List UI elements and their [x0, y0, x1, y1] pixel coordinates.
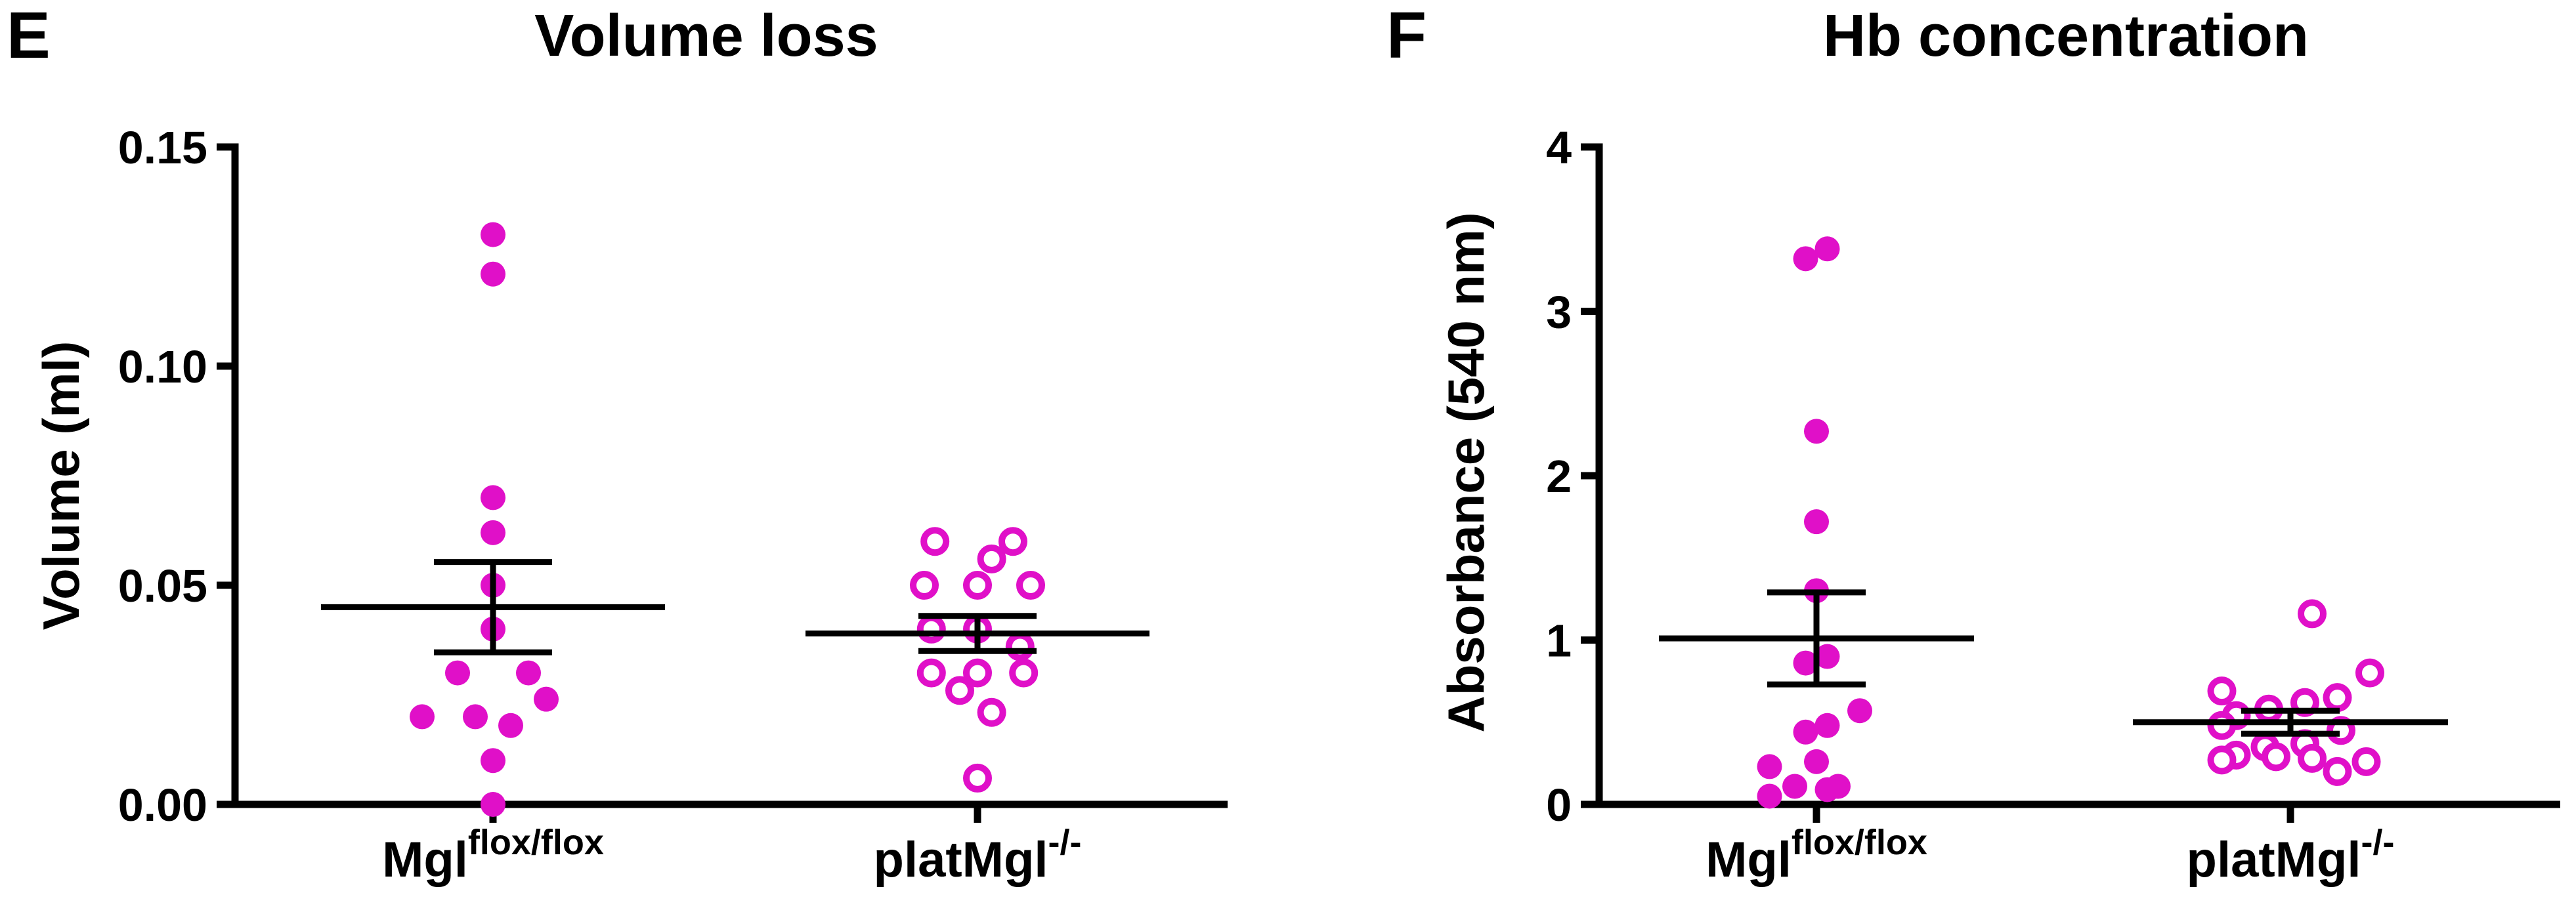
- data-point: [534, 686, 559, 712]
- data-point: [916, 614, 946, 644]
- data-point: [2298, 599, 2327, 629]
- data-point: [1793, 719, 1818, 745]
- data-point: [2207, 745, 2237, 775]
- category-base: Mgl: [382, 832, 468, 888]
- data-marks: [321, 222, 1149, 817]
- panel-f: F Hb concentration Absorbance (540 nm) 0…: [1386, 0, 2560, 888]
- data-point: [1804, 749, 1829, 774]
- data-point: [945, 676, 974, 705]
- data-point: [2207, 676, 2237, 706]
- category-superscript: flox/flox: [468, 823, 604, 862]
- y-tick-label: 4: [1546, 122, 1572, 173]
- data-point: [977, 544, 1006, 573]
- data-point: [1847, 698, 1872, 724]
- data-point: [1757, 783, 1782, 809]
- y-tick-label: 0.15: [118, 122, 207, 173]
- data-point: [998, 527, 1027, 556]
- data-point: [910, 571, 939, 600]
- x-category-label: Mglflox/flox: [382, 823, 604, 888]
- data-point: [1804, 419, 1829, 444]
- y-tick-label: 3: [1546, 287, 1572, 338]
- data-point: [2298, 743, 2327, 773]
- data-point: [481, 222, 505, 247]
- category-base: platMgl: [2187, 832, 2361, 888]
- axes: 0 1 2 3 4 Mglflox/flox platMgl-/-: [1546, 122, 2560, 888]
- data-point: [920, 527, 950, 556]
- data-point: [2355, 658, 2384, 688]
- data-point: [481, 261, 505, 287]
- y-axis-label: Volume (ml): [32, 341, 90, 631]
- data-point: [481, 485, 505, 510]
- data-point: [481, 520, 505, 545]
- data-point: [445, 660, 470, 686]
- panel-letter-e: E: [7, 0, 51, 72]
- data-point: [1793, 246, 1818, 272]
- data-point: [963, 658, 992, 688]
- x-category-label: platMgl-/-: [2187, 823, 2395, 888]
- y-tick-label: 0.10: [118, 341, 207, 392]
- data-point: [1793, 650, 1818, 676]
- category-superscript: -/-: [2361, 823, 2395, 862]
- data-point: [1009, 658, 1039, 688]
- x-category-label: platMgl-/-: [874, 823, 1082, 888]
- data-point: [481, 748, 505, 774]
- data-point: [1016, 571, 1045, 600]
- data-point: [1804, 509, 1829, 535]
- data-marks: [1659, 236, 2448, 809]
- category-superscript: -/-: [1048, 823, 1082, 862]
- data-point: [963, 571, 992, 600]
- x-category-label: Mglflox/flox: [1706, 823, 1927, 888]
- data-point: [2207, 711, 2237, 740]
- data-point: [516, 660, 541, 686]
- data-point: [1757, 754, 1782, 779]
- data-point: [1814, 236, 1840, 262]
- data-point: [2323, 757, 2352, 786]
- panel-e: E Volume loss Volume (ml) 0.000.050.100.…: [7, 0, 1228, 888]
- data-point: [977, 697, 1006, 727]
- data-point: [498, 713, 523, 738]
- data-point: [410, 704, 435, 730]
- data-point: [1814, 713, 1840, 738]
- category-superscript: flox/flox: [1792, 823, 1927, 862]
- data-point: [463, 704, 488, 730]
- data-point: [2262, 742, 2290, 772]
- panel-letter-f: F: [1386, 0, 1427, 72]
- y-tick-label: 1: [1546, 615, 1572, 667]
- axes: 0.00 0.05 0.10 0.15 Mglflox/flox platMgl-/-: [118, 122, 1228, 888]
- data-point: [2323, 683, 2352, 713]
- y-tick-label: 2: [1546, 451, 1572, 502]
- category-base: platMgl: [874, 832, 1048, 888]
- data-point: [481, 792, 505, 817]
- data-point: [1782, 774, 1807, 799]
- data-point: [1814, 644, 1840, 669]
- y-tick-label: 0: [1546, 779, 1572, 831]
- chart-title-volume-loss: Volume loss: [534, 3, 878, 69]
- category-base: Mgl: [1706, 832, 1792, 888]
- data-point: [1005, 632, 1035, 661]
- data-point: [1814, 777, 1840, 802]
- y-tick-label: 0.05: [118, 560, 207, 611]
- data-point: [916, 658, 946, 688]
- data-point: [2351, 747, 2381, 776]
- chart-title-hb-concentration: Hb concentration: [1823, 3, 2309, 69]
- data-point: [963, 763, 992, 793]
- y-tick-label: 0.00: [118, 779, 207, 831]
- y-axis-label: Absorbance (540 nm): [1437, 212, 1495, 732]
